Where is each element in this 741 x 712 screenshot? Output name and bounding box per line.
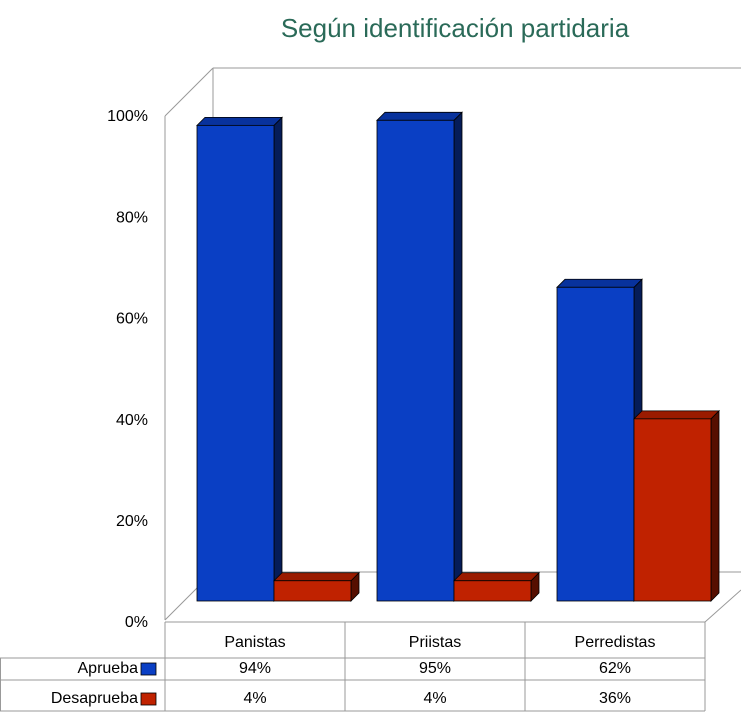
x-tick-label: Priistas [409, 634, 461, 651]
bar-top [556, 278, 643, 288]
x-tick-label: Perredistas [575, 634, 656, 651]
bar-side [710, 409, 720, 602]
table-value: 4% [243, 690, 266, 707]
bar [556, 286, 635, 602]
chart-title: Según identificación partidaria [281, 13, 630, 43]
y-tick-label: 20% [116, 513, 148, 530]
legend-swatch [140, 692, 157, 706]
y-tick-label: 80% [116, 209, 148, 226]
bar-side [273, 116, 283, 602]
bar [273, 580, 352, 602]
bar-top [376, 111, 463, 121]
table-value: 94% [239, 660, 271, 677]
legend-swatch [140, 662, 157, 676]
floor-right [704, 589, 741, 623]
y-tick-label: 40% [116, 412, 148, 429]
bar-top [453, 572, 540, 582]
table-grid [0, 621, 706, 712]
bar [196, 124, 275, 602]
bar-side [453, 111, 463, 602]
table-value: 36% [599, 690, 631, 707]
y-tick-label: 100% [107, 108, 148, 125]
wall-corner [164, 67, 214, 117]
y-tick-label: 0% [125, 614, 148, 631]
legend-label: Desaprueba [51, 690, 138, 707]
bar-top [633, 410, 720, 420]
bar [453, 580, 532, 602]
y-tick-label: 60% [116, 311, 148, 328]
x-tick-label: Panistas [224, 634, 285, 651]
legend-label: Aprueba [78, 660, 139, 677]
bar-top [196, 116, 283, 126]
table-value: 95% [419, 660, 451, 677]
table-value: 62% [599, 660, 631, 677]
bar-top [273, 572, 360, 582]
bar [376, 119, 455, 602]
table-value: 4% [423, 690, 446, 707]
bar [633, 418, 712, 602]
